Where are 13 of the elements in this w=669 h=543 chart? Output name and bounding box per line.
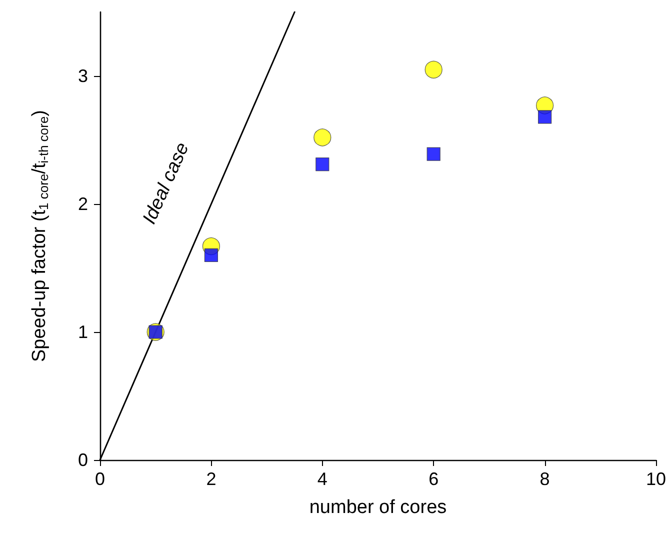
y-tick-label: 1: [78, 322, 88, 342]
x-tick-label: 4: [317, 469, 328, 489]
x-tick-label: 10: [646, 469, 666, 489]
x-axis-title: number of cores: [309, 497, 447, 518]
y-tick-label: 0: [78, 450, 88, 470]
x-tick-label: 2: [206, 469, 216, 489]
x-tick-label: 0: [94, 469, 106, 489]
y-tick-label: 2: [78, 194, 88, 214]
y-axis-title: Speed-up factor (t1 core/ti-th core): [29, 110, 51, 362]
y-tick-label: 3: [78, 66, 88, 86]
x-tick-label: 8: [540, 469, 550, 489]
annotation: Ideal case: [139, 140, 194, 228]
x-tick-label: 6: [428, 469, 439, 489]
